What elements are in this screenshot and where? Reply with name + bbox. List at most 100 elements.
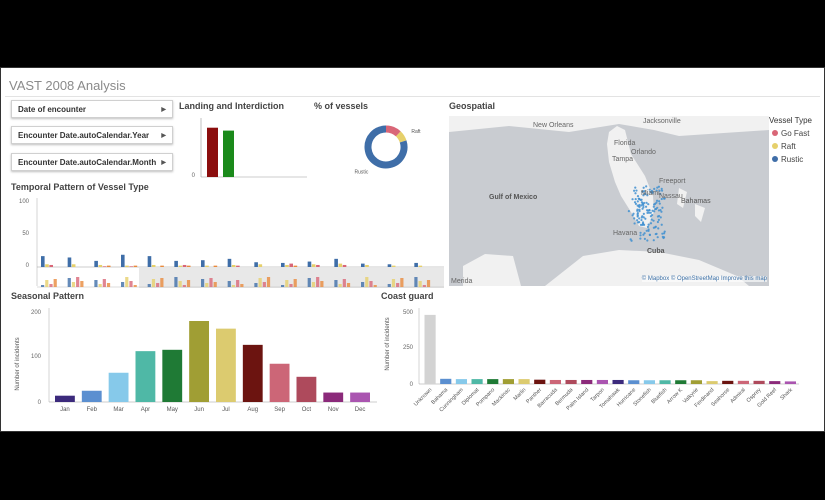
map-point[interactable] bbox=[656, 206, 659, 209]
map-point[interactable] bbox=[645, 229, 648, 232]
coastguard-bar[interactable] bbox=[753, 380, 765, 384]
coastguard-bar[interactable] bbox=[675, 380, 687, 384]
map-point[interactable] bbox=[633, 189, 636, 192]
legend-item-go-fast[interactable]: Go Fast bbox=[769, 127, 824, 140]
map-point[interactable] bbox=[646, 194, 649, 197]
map-point[interactable] bbox=[642, 206, 645, 209]
temporal-bar[interactable] bbox=[94, 260, 98, 267]
landing-bar[interactable] bbox=[223, 130, 234, 177]
temporal-bar[interactable] bbox=[311, 264, 316, 267]
map-point[interactable] bbox=[636, 195, 640, 198]
map-point[interactable] bbox=[642, 212, 645, 215]
map-point[interactable] bbox=[631, 198, 634, 201]
map-point[interactable] bbox=[644, 217, 647, 220]
temporal-bar[interactable] bbox=[391, 265, 396, 267]
landing-bar[interactable] bbox=[207, 127, 218, 177]
map-point[interactable] bbox=[660, 210, 663, 213]
map-point[interactable] bbox=[638, 198, 641, 201]
map-point[interactable] bbox=[639, 237, 642, 240]
map-point[interactable] bbox=[649, 215, 653, 218]
map-point[interactable] bbox=[656, 186, 659, 189]
map-point[interactable] bbox=[662, 236, 666, 239]
coastguard-bar[interactable] bbox=[455, 379, 467, 384]
coastguard-bar[interactable] bbox=[471, 379, 483, 384]
map-point[interactable] bbox=[638, 217, 641, 220]
temporal-bar[interactable] bbox=[281, 262, 285, 267]
map-point[interactable] bbox=[658, 200, 661, 203]
map-point[interactable] bbox=[647, 228, 650, 231]
seasonal-bar[interactable] bbox=[216, 328, 236, 402]
map-point[interactable] bbox=[634, 198, 637, 201]
map-point[interactable] bbox=[639, 223, 643, 226]
map-point[interactable] bbox=[654, 225, 657, 228]
map-point[interactable] bbox=[647, 209, 650, 212]
coastguard-bar[interactable] bbox=[487, 379, 499, 384]
map-point[interactable] bbox=[642, 194, 645, 197]
map-point[interactable] bbox=[653, 187, 656, 190]
filter-calendar-year[interactable]: Encounter Date.autoCalendar.Year ▶ bbox=[11, 126, 173, 144]
map-point[interactable] bbox=[639, 231, 642, 234]
map-point[interactable] bbox=[633, 201, 637, 204]
map-point[interactable] bbox=[652, 203, 656, 206]
temporal-bar[interactable] bbox=[338, 263, 343, 267]
map-point[interactable] bbox=[649, 222, 653, 225]
temporal-bar[interactable] bbox=[102, 266, 107, 267]
map-point[interactable] bbox=[648, 233, 651, 237]
map-point[interactable] bbox=[636, 200, 639, 203]
seasonal-bar[interactable] bbox=[350, 392, 370, 402]
seasonal-chart[interactable]: Number of incidents 200 100 0 Jan Feb Mar A… bbox=[9, 304, 379, 422]
temporal-bar[interactable] bbox=[342, 264, 347, 267]
map-point[interactable] bbox=[627, 209, 630, 213]
map-point[interactable] bbox=[642, 216, 645, 219]
map-point[interactable] bbox=[660, 189, 664, 192]
map-point[interactable] bbox=[641, 221, 645, 224]
coastguard-bar[interactable] bbox=[690, 380, 702, 384]
temporal-bar[interactable] bbox=[414, 262, 418, 267]
map-point[interactable] bbox=[648, 188, 651, 191]
coastguard-bar[interactable] bbox=[659, 380, 671, 384]
map-point[interactable] bbox=[661, 206, 664, 209]
legend-item-rustic[interactable]: Rustic bbox=[769, 153, 824, 166]
coastguard-bar[interactable] bbox=[502, 379, 514, 384]
map-point[interactable] bbox=[647, 223, 650, 226]
map-point[interactable] bbox=[645, 201, 648, 204]
map-point[interactable] bbox=[656, 236, 659, 239]
seasonal-bar[interactable] bbox=[55, 395, 75, 402]
map-point[interactable] bbox=[636, 215, 639, 218]
map-point[interactable] bbox=[646, 225, 650, 228]
temporal-bar[interactable] bbox=[45, 264, 49, 267]
temporal-bar[interactable] bbox=[182, 264, 187, 267]
map-point[interactable] bbox=[657, 214, 661, 218]
map-point[interactable] bbox=[656, 220, 660, 224]
coastguard-bar[interactable] bbox=[737, 380, 749, 384]
temporal-bar[interactable] bbox=[293, 265, 298, 267]
donut-slice[interactable] bbox=[385, 125, 401, 137]
map-point[interactable] bbox=[644, 205, 648, 208]
map-point[interactable] bbox=[636, 221, 640, 224]
coastguard-bar[interactable] bbox=[722, 380, 734, 384]
temporal-bar[interactable] bbox=[418, 265, 423, 267]
donut-slice[interactable] bbox=[395, 131, 407, 143]
map-point[interactable] bbox=[640, 204, 643, 207]
coastguard-bar[interactable] bbox=[612, 379, 624, 384]
map-point[interactable] bbox=[630, 239, 633, 242]
map-point[interactable] bbox=[660, 223, 663, 226]
map-point[interactable] bbox=[640, 201, 644, 204]
map-point[interactable] bbox=[657, 218, 660, 221]
map-point[interactable] bbox=[663, 197, 666, 200]
temporal-bar[interactable] bbox=[174, 260, 178, 267]
temporal-bar[interactable] bbox=[129, 266, 133, 267]
seasonal-bar[interactable] bbox=[242, 344, 263, 402]
temporal-bar[interactable] bbox=[41, 256, 45, 267]
coastguard-bar[interactable] bbox=[440, 378, 452, 384]
coastguard-bar[interactable] bbox=[549, 379, 561, 384]
temporal-bar[interactable] bbox=[227, 258, 232, 267]
temporal-bar[interactable] bbox=[316, 264, 320, 267]
map-point[interactable] bbox=[647, 203, 650, 206]
map-point[interactable] bbox=[655, 189, 658, 192]
temporal-bar[interactable] bbox=[121, 254, 125, 267]
temporal-bar[interactable] bbox=[289, 263, 293, 267]
seasonal-bar[interactable] bbox=[162, 349, 183, 402]
temporal-bar[interactable] bbox=[361, 263, 365, 267]
seasonal-bar[interactable] bbox=[296, 376, 317, 402]
